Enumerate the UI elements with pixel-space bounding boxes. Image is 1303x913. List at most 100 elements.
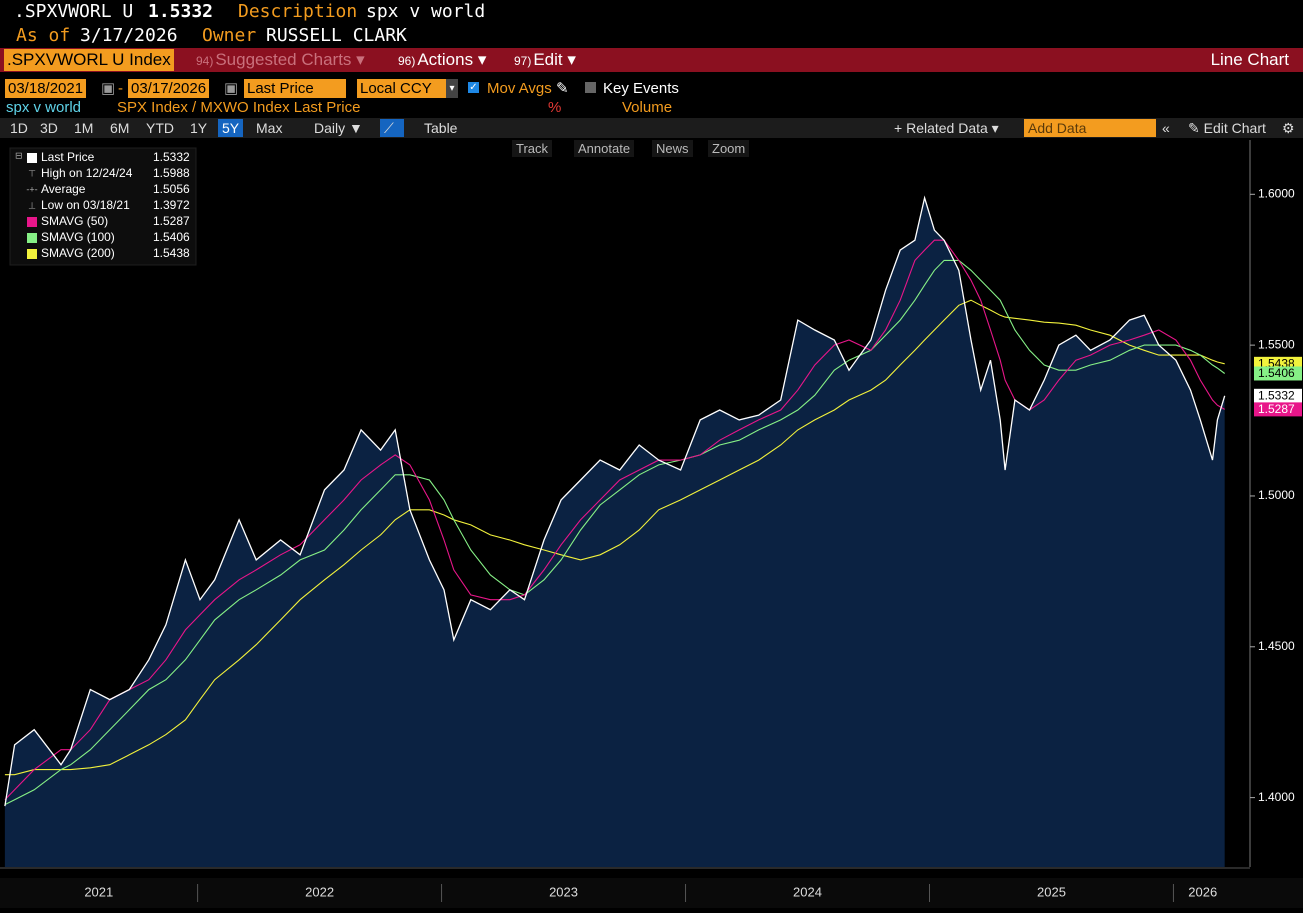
description-label: Description	[238, 1, 358, 22]
end-date[interactable]: 03/17/2026	[128, 79, 210, 98]
table-button[interactable]: Table	[424, 120, 458, 136]
menu-item[interactable]: 94) Suggested Charts ▾	[196, 50, 365, 69]
moving-average-line	[4, 239, 1225, 801]
period-button[interactable]: 6M	[110, 120, 130, 136]
period-button[interactable]: YTD	[146, 120, 174, 136]
currency[interactable]: Local CCY	[357, 79, 447, 98]
legend-label: Last Price	[41, 150, 95, 164]
frequency[interactable]: Daily ▼	[314, 120, 363, 136]
legend-value: 1.5332	[153, 150, 190, 164]
menu-bar	[0, 48, 1303, 72]
start-date[interactable]: 03/18/2021	[5, 79, 87, 98]
legend-label: Average	[41, 182, 86, 196]
study-name: spx v world	[6, 99, 82, 116]
last-value-label: 1.5406	[1258, 366, 1295, 380]
study-expression: SPX Index / MXWO Index Last Price	[117, 99, 361, 116]
related-data[interactable]: + Related Data ▾	[894, 120, 999, 136]
related-label: Related Data	[906, 120, 988, 136]
x-tick-label: 2023	[549, 884, 578, 899]
owner-label: Owner	[202, 25, 257, 46]
legend-label: High on 12/24/24	[41, 166, 133, 180]
period-button[interactable]: 3D	[40, 120, 58, 136]
menu-label: Suggested Charts	[215, 50, 352, 69]
field[interactable]: Last Price	[244, 79, 346, 98]
date-separator: -	[118, 80, 123, 97]
toolbar	[0, 118, 1303, 138]
calendar-icon[interactable]: ▣	[224, 80, 239, 97]
security[interactable]: .SPXVWORL U Index	[4, 49, 174, 71]
menu-num: 94)	[196, 54, 214, 68]
as-of: 3/17/2026	[80, 25, 178, 46]
period-button[interactable]: 1M	[74, 120, 94, 136]
legend-value: 1.5988	[153, 166, 190, 180]
as-of-label: As of	[16, 25, 71, 46]
collapse[interactable]: «	[1162, 120, 1170, 136]
x-tick-label: 2026	[1188, 884, 1217, 899]
percent: %	[548, 99, 562, 116]
price: 1.5332	[148, 1, 214, 22]
menu-item[interactable]: 96) Actions ▾	[398, 50, 487, 69]
key-events[interactable]: Key Events	[603, 80, 679, 97]
menu-num: 96)	[398, 54, 416, 68]
volume: Volume	[622, 99, 673, 116]
menu-item[interactable]: 97) Edit ▾	[514, 50, 576, 69]
x-tick-label: 2021	[84, 884, 113, 899]
legend-label: SMAVG (50)	[41, 214, 108, 228]
legend-label: Low on 03/18/21	[41, 198, 130, 212]
legend: Last Price 1.5332 ⊤ High on 12/24/24 1.5988 -…	[9, 147, 197, 266]
last-value-label: 1.5287	[1258, 402, 1295, 416]
checkbox[interactable]: ✓	[468, 82, 479, 93]
legend-collapse: ⊟	[15, 150, 23, 160]
menu-label: Actions	[417, 50, 474, 69]
legend-value: 1.5406	[153, 230, 190, 244]
period-button[interactable]: Max	[256, 120, 283, 136]
chart-tool[interactable]: Annotate	[574, 140, 635, 157]
period-button[interactable]: 5Y	[218, 119, 244, 137]
line-icon[interactable]: ⟋	[380, 119, 404, 137]
checkbox[interactable]	[585, 82, 596, 93]
period-button[interactable]: 1Y	[190, 120, 208, 136]
legend-label: SMAVG (200)	[41, 246, 115, 260]
price-area	[4, 197, 1225, 867]
x-tick-label: 2025	[1037, 884, 1066, 899]
chart-tool[interactable]: Track	[512, 140, 553, 157]
ticker: .SPXVWORL U	[14, 1, 134, 22]
pencil-icon[interactable]: ✎	[556, 80, 569, 97]
y-tick-label: 1.4500	[1258, 639, 1295, 653]
view-name: Line Chart	[1210, 50, 1289, 69]
legend-box	[9, 147, 197, 266]
legend-value: 1.5287	[153, 214, 190, 228]
legend-value: 1.5056	[153, 182, 190, 196]
x-tick-label: 2024	[793, 884, 822, 899]
x-tick-label: 2022	[305, 884, 334, 899]
dropdown[interactable]: ▾	[446, 79, 458, 98]
legend-value: 1.3972	[153, 198, 190, 212]
mov-avgs[interactable]: Mov Avgs	[487, 80, 552, 97]
legend-label: SMAVG (100)	[41, 230, 115, 244]
price-line	[4, 195, 1226, 807]
legend-swatch	[27, 249, 37, 259]
last-value-tag	[1254, 388, 1302, 403]
legend-icon: -+-	[26, 184, 37, 194]
chart-tool[interactable]: Zoom	[708, 140, 750, 157]
last-value-tag	[1254, 366, 1302, 381]
legend-icon: ⊤	[28, 168, 36, 178]
edit-label: Edit Chart	[1203, 120, 1266, 136]
menu-label: Edit	[533, 50, 563, 69]
edit-chart[interactable]: ✎ Edit Chart	[1188, 120, 1266, 136]
legend-swatch	[27, 153, 37, 163]
add-data[interactable]: Add Data	[1024, 119, 1156, 137]
legend-swatch	[27, 217, 37, 227]
calendar-icon[interactable]: ▣	[101, 80, 116, 97]
owner: RUSSELL CLARK	[266, 25, 407, 46]
legend-value: 1.5438	[153, 246, 190, 260]
last-value-label: 1.5332	[1258, 388, 1295, 402]
settings[interactable]: ⚙	[1282, 120, 1295, 136]
y-tick-label: 1.6000	[1258, 186, 1295, 200]
moving-average-line	[4, 299, 1225, 776]
period-button[interactable]: 1D	[10, 120, 28, 136]
menu-num: 97)	[514, 54, 532, 68]
chart-tool[interactable]: News	[652, 140, 693, 157]
